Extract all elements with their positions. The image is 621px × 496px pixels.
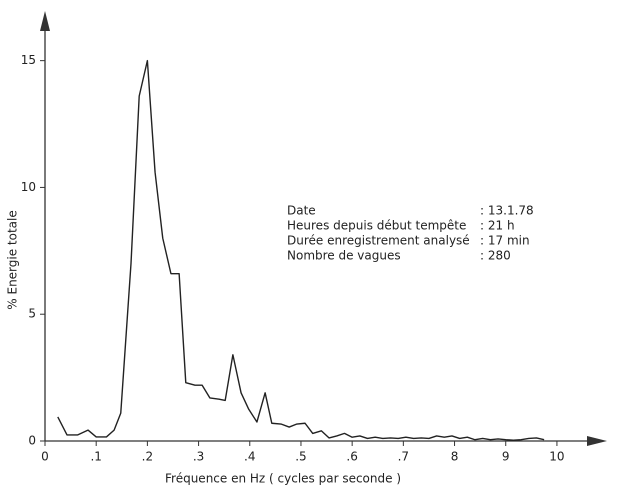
y-tick-label: 5 — [28, 307, 36, 321]
x-tick-label: .7 — [398, 450, 409, 464]
x-tick-label: .2 — [142, 450, 153, 464]
note-value: : 17 min — [480, 234, 530, 248]
note-label: Durée enregistrement analysé — [287, 234, 470, 248]
y-arrow — [40, 11, 50, 31]
y-tick-label: 0 — [28, 434, 36, 448]
x-tick-label: 0 — [41, 450, 49, 464]
x-axis-label: Fréquence en Hz ( cycles par seconde ) — [165, 472, 401, 486]
x-arrow — [587, 436, 607, 446]
x-tick-label: 8 — [451, 450, 459, 464]
x-tick-label: .4 — [244, 450, 255, 464]
note-label: Date — [287, 204, 316, 218]
x-tick-label: .5 — [295, 450, 306, 464]
note-value: : 280 — [480, 249, 511, 263]
x-tick-label: .3 — [193, 450, 204, 464]
y-axis-label: % Energie totale — [6, 210, 20, 309]
x-tick-label: 9 — [502, 450, 510, 464]
note-label: Nombre de vagues — [287, 249, 401, 263]
y-tick-label: 10 — [21, 180, 36, 194]
x-tick-label: 10 — [549, 450, 564, 464]
note-value: : 21 h — [480, 219, 515, 233]
note-value: : 13.1.78 — [480, 204, 534, 218]
x-tick-label: .6 — [346, 450, 357, 464]
line — [57, 59, 545, 441]
y-tick-label: 15 — [21, 53, 36, 67]
x-tick-label: .1 — [90, 450, 101, 464]
note-label: Heures depuis début tempête — [287, 219, 466, 233]
